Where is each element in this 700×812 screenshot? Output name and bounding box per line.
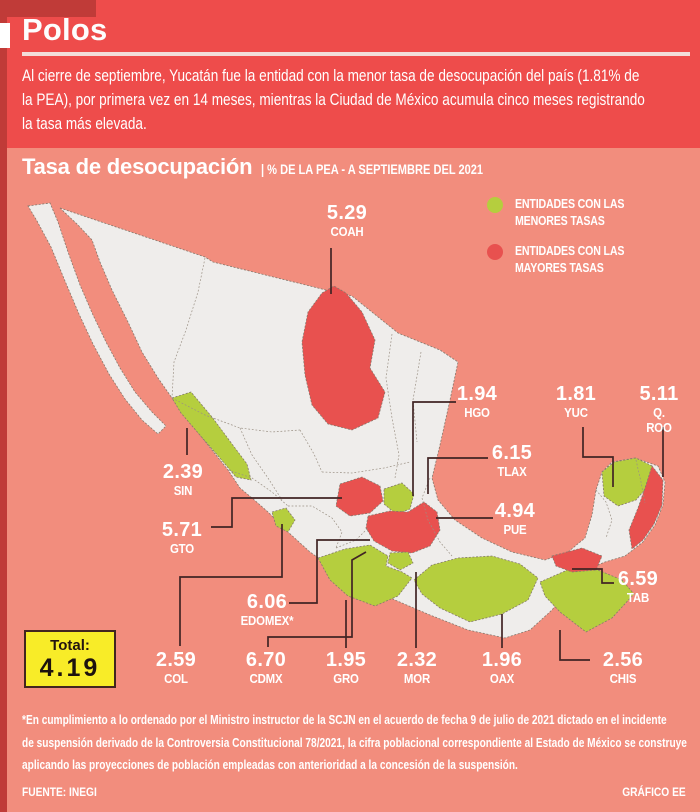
state-border-line [299, 429, 323, 473]
high-rate-dot-icon [487, 244, 503, 260]
state-border-line [412, 351, 422, 443]
legend-label: ENTIDADES CON LAS MENORES TASAS [515, 197, 625, 228]
label-connector-line [179, 524, 283, 646]
state-border-line [385, 333, 400, 479]
state-shape-hidalgo [383, 482, 415, 515]
label-connector-line [412, 401, 456, 496]
title-underline [22, 52, 690, 56]
state-shape-colima [271, 507, 296, 533]
intro-line: la tasa más elevada. [22, 114, 147, 133]
total-box: Total: 4.19 [24, 630, 116, 688]
label-connector-line [289, 539, 370, 604]
state-shape-tabasco [551, 547, 603, 573]
label-connector-line [427, 457, 488, 494]
label-connector-line [559, 630, 590, 661]
footnote-line: *En cumplimiento a lo ordenado por el Mi… [22, 712, 667, 727]
label-connector-line [582, 427, 614, 487]
state-shape-morelos [387, 551, 414, 571]
footnote: *En cumplimiento a lo ordenado por el Mi… [22, 709, 700, 777]
intro-paragraph: Al cierre de septiembre, Yucatán fue la … [22, 64, 700, 136]
legend-label: ENTIDADES CON LAS MAYORES TASAS [515, 244, 625, 275]
state-shape-coahuila [301, 285, 386, 431]
state-border-line [321, 461, 411, 474]
state-shape-sinaloa [171, 391, 252, 481]
state-shape-guanajuato [335, 476, 384, 517]
total-value: 4.19 [39, 654, 101, 682]
legend-item-low: ENTIDADES CON LAS MENORES TASAS [487, 196, 685, 230]
source-credit: FUENTE: INEGI [22, 785, 97, 799]
top-left-accent-block [0, 0, 96, 17]
state-shape-oaxaca [413, 555, 539, 623]
section-header: Tasa de desocupación | % DE LA PEA - A S… [22, 154, 532, 180]
footnote-line: de suspensión derivado de la Controversi… [22, 734, 687, 750]
intro-line: Al cierre de septiembre, Yucatán fue la … [22, 66, 640, 85]
state-border-line [288, 505, 343, 549]
state-border-line [171, 257, 206, 399]
legend-item-high: ENTIDADES CON LAS MAYORES TASAS [487, 243, 685, 277]
state-shape-chiapas [539, 567, 635, 633]
left-accent-bar [0, 0, 7, 812]
state-border-line [227, 469, 289, 507]
state-shape-baja-california [27, 202, 167, 435]
legend: ENTIDADES CON LAS MENORES TASAS ENTIDADE… [487, 196, 685, 290]
state-border-line [635, 459, 646, 504]
label-connector-line [267, 551, 367, 647]
state-border-line [171, 397, 301, 433]
title-marker-square [0, 23, 10, 48]
graphic-credit: GRÁFICO EE [622, 785, 686, 799]
section-title: Tasa de desocupación [22, 154, 253, 179]
credits-row: FUENTE: INEGI GRÁFICO EE [22, 785, 686, 799]
header-banner [0, 0, 700, 148]
state-border-line [421, 477, 453, 557]
label-connector-line [211, 497, 342, 528]
total-label: Total: [50, 637, 90, 654]
state-shape-quintana-roo [628, 465, 664, 550]
state-shape-guerrero [317, 544, 413, 607]
state-shape-edomex-cdmx-tlax-pue [365, 501, 441, 554]
state-border-line [239, 427, 283, 501]
state-border-line [335, 527, 369, 549]
page-title: Polos [22, 12, 108, 47]
label-connector-line [572, 568, 614, 584]
intro-line: la PEA), por primera vez en 14 meses, mi… [22, 90, 645, 109]
low-rate-dot-icon [487, 197, 503, 213]
footnote-line: aplicando las proyecciones de población … [22, 757, 518, 772]
section-subtitle: | % DE LA PEA - A SEPTIEMBRE DEL 2021 [261, 162, 484, 177]
state-border-line [595, 489, 613, 539]
